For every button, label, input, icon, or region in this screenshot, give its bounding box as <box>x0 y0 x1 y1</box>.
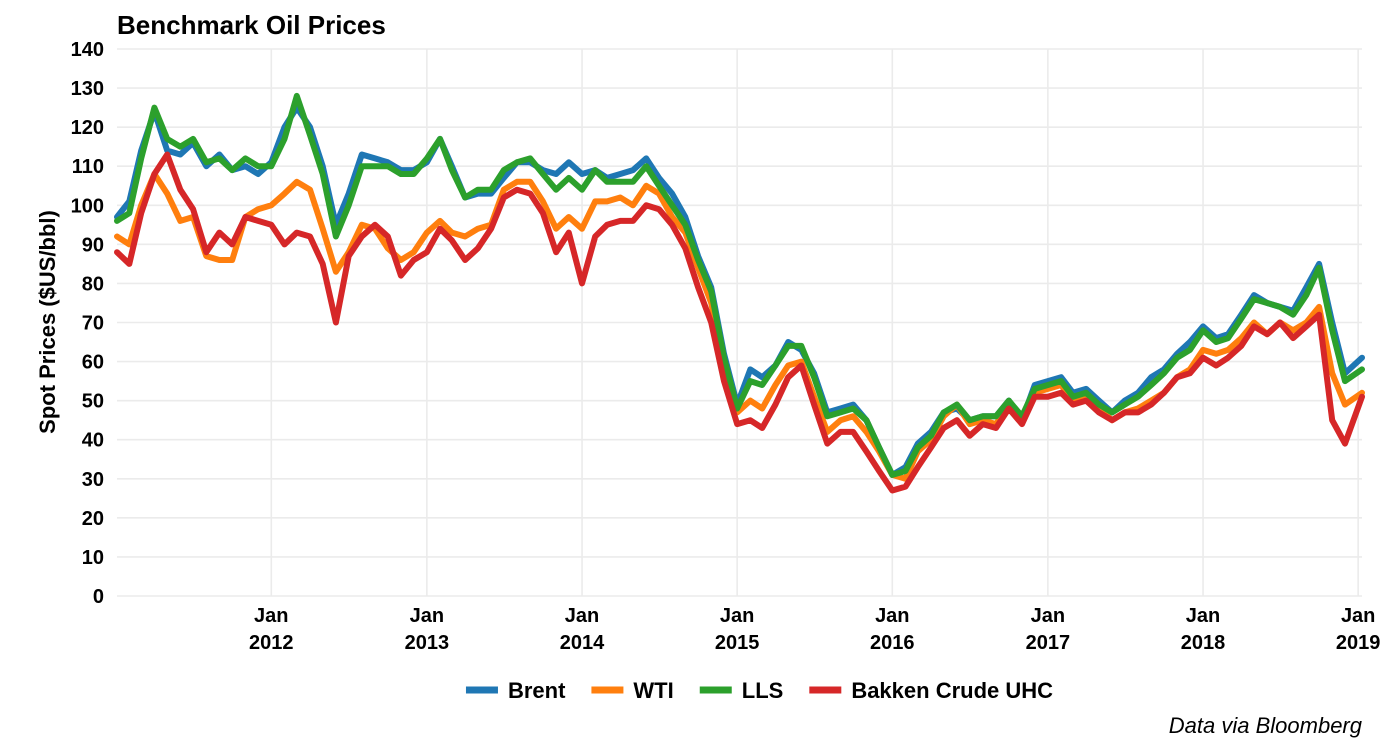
y-tick-label: 60 <box>82 352 104 374</box>
y-tick-label: 30 <box>82 469 104 491</box>
x-tick-label-month: Jan <box>1186 605 1220 627</box>
grid-group <box>117 48 1362 597</box>
y-tick-label: 120 <box>71 117 104 139</box>
y-tick-label: 20 <box>82 508 104 530</box>
series-line-wti <box>114 171 1365 482</box>
y-tick-label: 40 <box>82 430 104 452</box>
x-tick-label-year: 2017 <box>1026 632 1071 654</box>
y-tick-label: 90 <box>82 234 104 256</box>
series-line-brent <box>114 104 1365 478</box>
series-line-bakken-crude-uhc <box>114 151 1365 494</box>
series-line-lls <box>114 92 1365 478</box>
legend: Brent WTI LLS Bakken Crude UHC <box>465 678 1053 703</box>
y-tick-label: 0 <box>93 586 104 608</box>
y-tick-label: 80 <box>82 273 104 295</box>
x-tick-label-year: 2019 <box>1336 632 1381 654</box>
y-tick-label: 110 <box>72 156 104 178</box>
x-tick-label-year: 2014 <box>560 632 605 654</box>
x-axis-ticks: Jan 2012 Jan 2013 Jan 2014 Jan 2015 Jan 2016 Jan 20… <box>249 605 1380 654</box>
x-tick-label-month: Jan <box>1031 605 1065 627</box>
x-tick-label-month: Jan <box>875 605 909 627</box>
x-tick-label-year: 2016 <box>870 632 915 654</box>
x-tick-label-year: 2018 <box>1181 632 1226 654</box>
y-tick-label: 100 <box>71 195 104 217</box>
series-group <box>114 92 1365 494</box>
legend-label: Brent <box>508 678 566 703</box>
x-tick-label-month: Jan <box>565 605 599 627</box>
y-axis-ticks: 0 10 20 30 40 50 60 70 80 90 100 110 120 130 140 <box>71 39 104 608</box>
x-tick-label-month: Jan <box>1341 605 1375 627</box>
legend-label: LLS <box>742 678 784 703</box>
y-tick-label: 10 <box>82 547 104 569</box>
y-axis-label: Spot Prices ($US/bbl) <box>35 210 60 434</box>
x-tick-label-month: Jan <box>720 605 754 627</box>
chart-title: Benchmark Oil Prices <box>117 10 386 40</box>
chart-caption: Data via Bloomberg <box>1169 713 1363 738</box>
y-tick-label: 50 <box>82 391 104 413</box>
x-tick-label-year: 2012 <box>249 632 294 654</box>
y-tick-label: 130 <box>71 78 104 100</box>
x-tick-label-month: Jan <box>254 605 288 627</box>
x-tick-label-month: Jan <box>410 605 444 627</box>
x-tick-label-year: 2013 <box>405 632 450 654</box>
y-tick-label: 140 <box>71 39 104 61</box>
legend-label: Bakken Crude UHC <box>851 678 1053 703</box>
y-tick-label: 70 <box>82 313 104 335</box>
x-tick-label-year: 2015 <box>715 632 760 654</box>
legend-label: WTI <box>633 678 673 703</box>
